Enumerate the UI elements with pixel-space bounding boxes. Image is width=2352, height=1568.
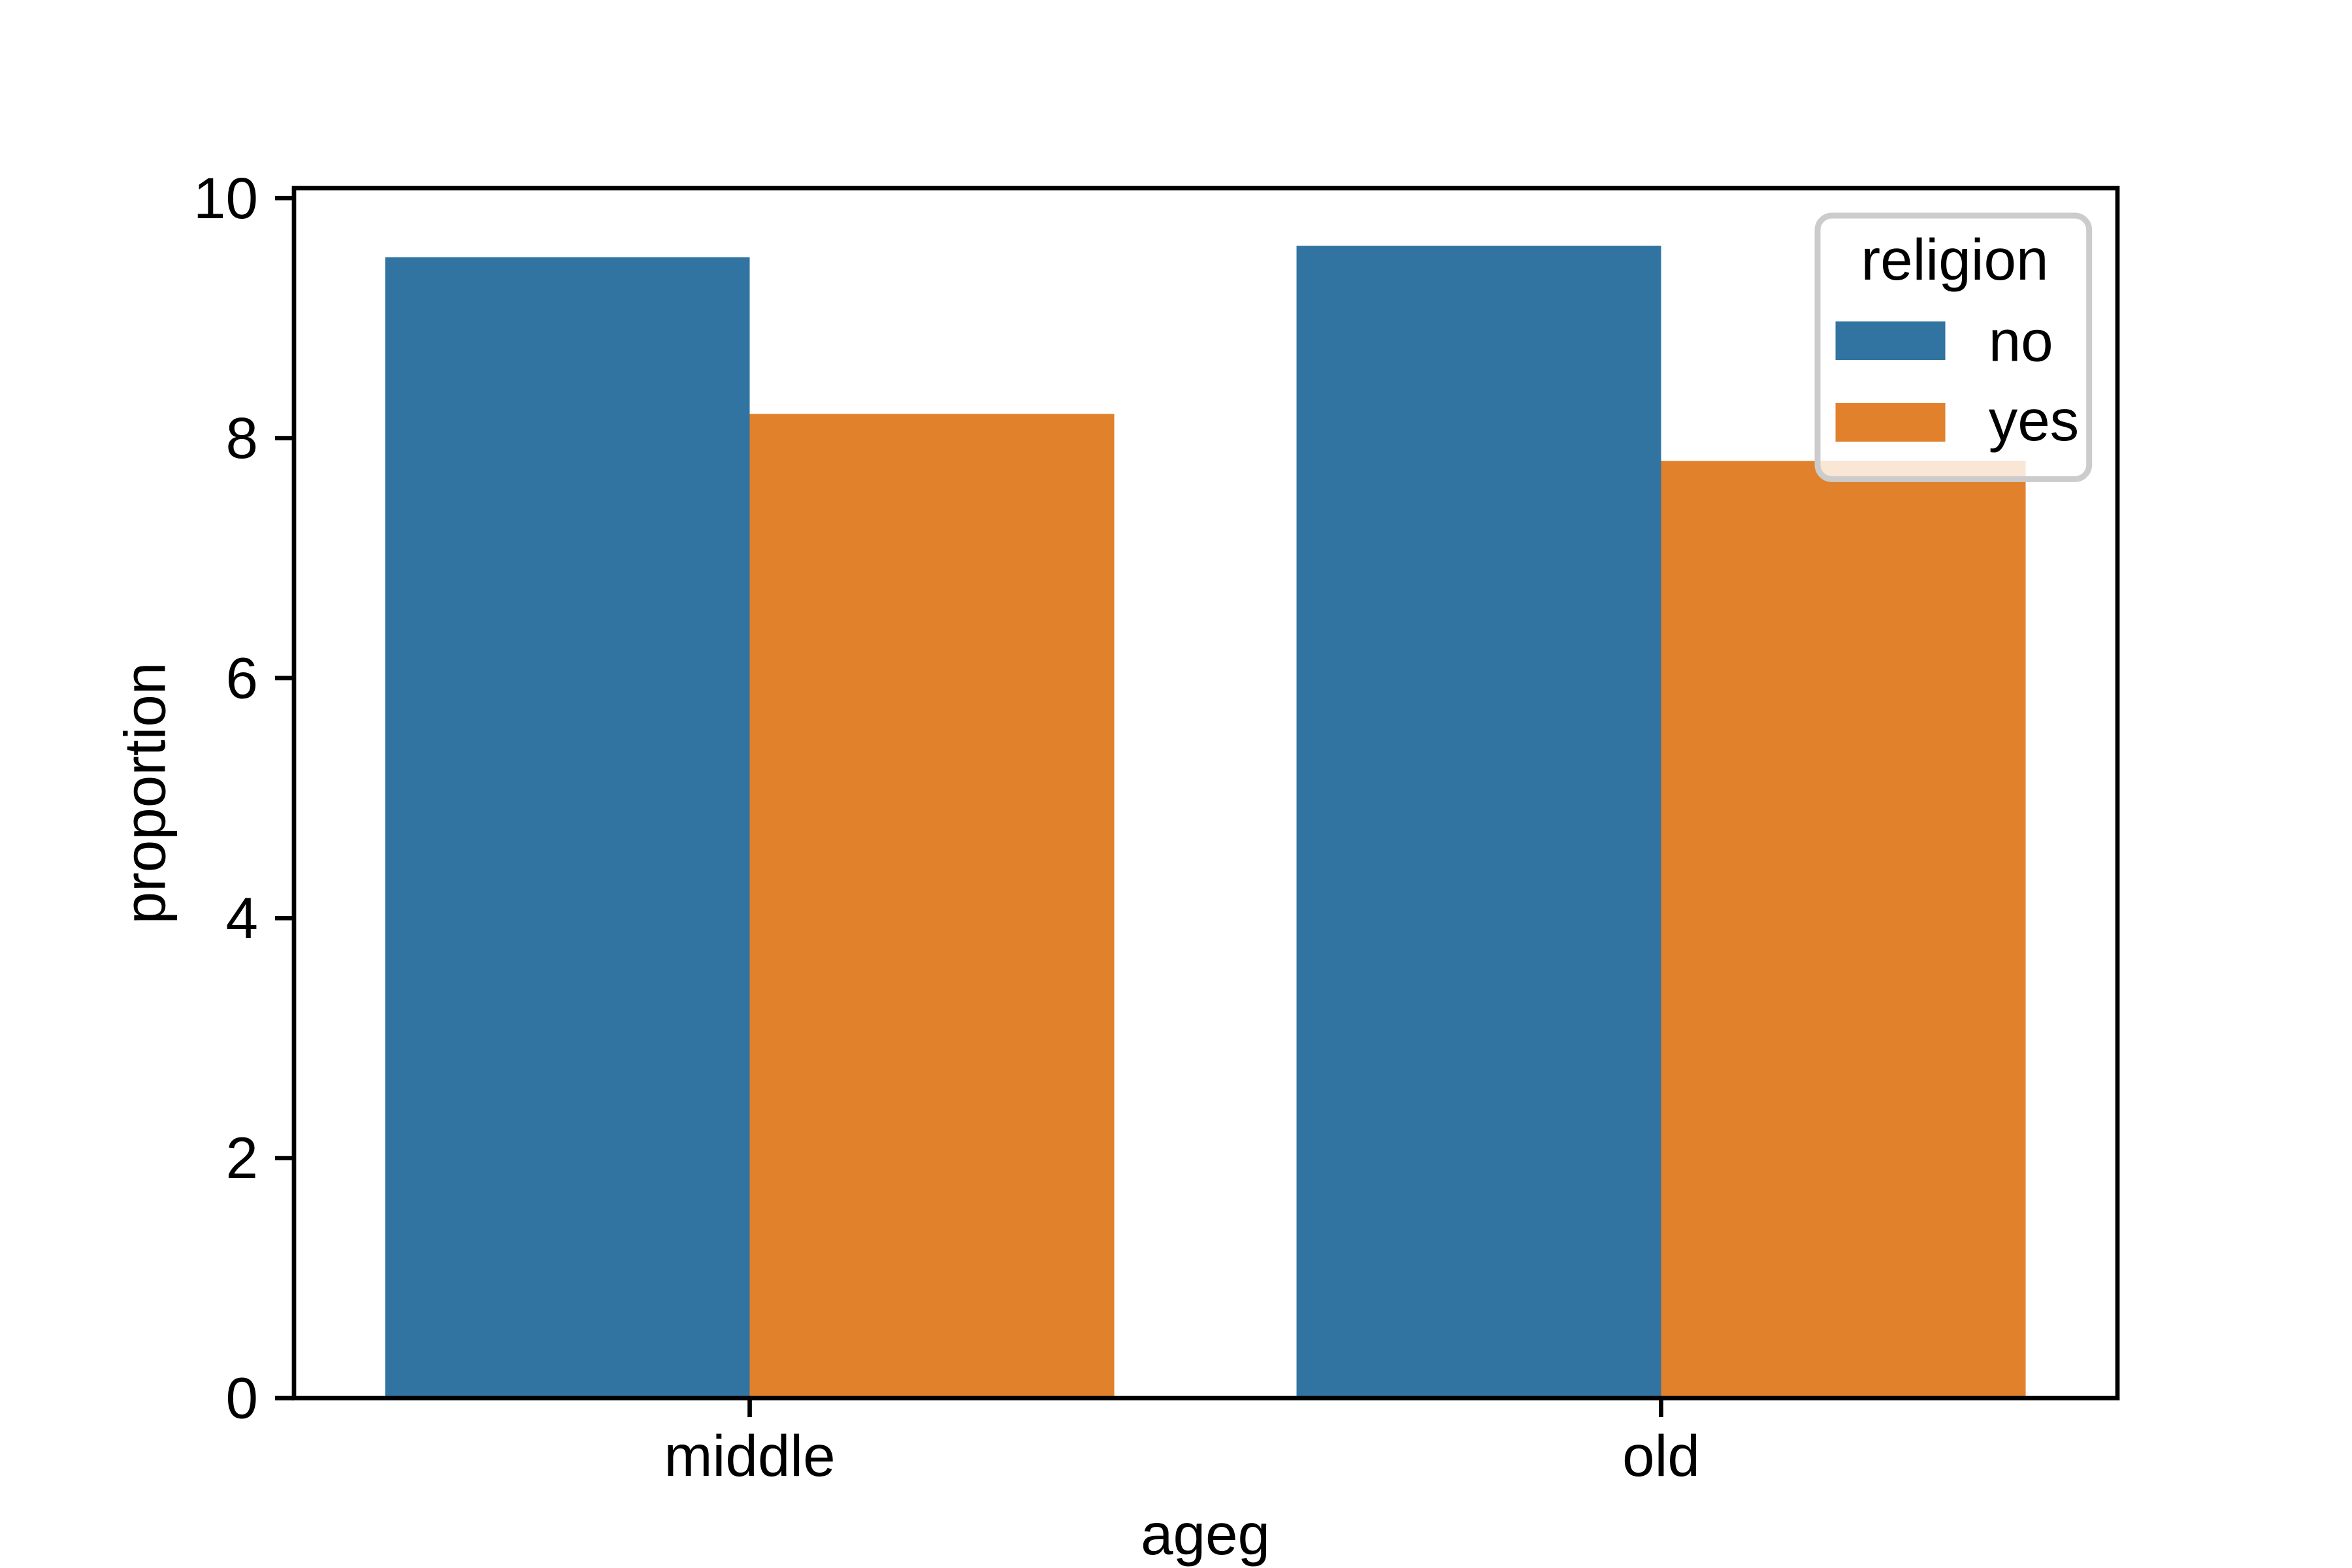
svg-text:no: no xyxy=(1989,308,2053,373)
svg-text:4: 4 xyxy=(226,885,259,951)
svg-text:middle: middle xyxy=(664,1423,835,1488)
svg-text:8: 8 xyxy=(226,405,259,470)
svg-text:2: 2 xyxy=(226,1125,259,1190)
svg-text:proportion: proportion xyxy=(112,662,178,924)
svg-text:old: old xyxy=(1622,1423,1700,1488)
svg-text:religion: religion xyxy=(1861,227,2049,292)
svg-text:yes: yes xyxy=(1989,387,2080,453)
svg-text:6: 6 xyxy=(226,645,259,711)
svg-text:0: 0 xyxy=(226,1365,259,1431)
svg-text:10: 10 xyxy=(193,165,258,231)
svg-text:ageg: ageg xyxy=(1141,1501,1270,1567)
